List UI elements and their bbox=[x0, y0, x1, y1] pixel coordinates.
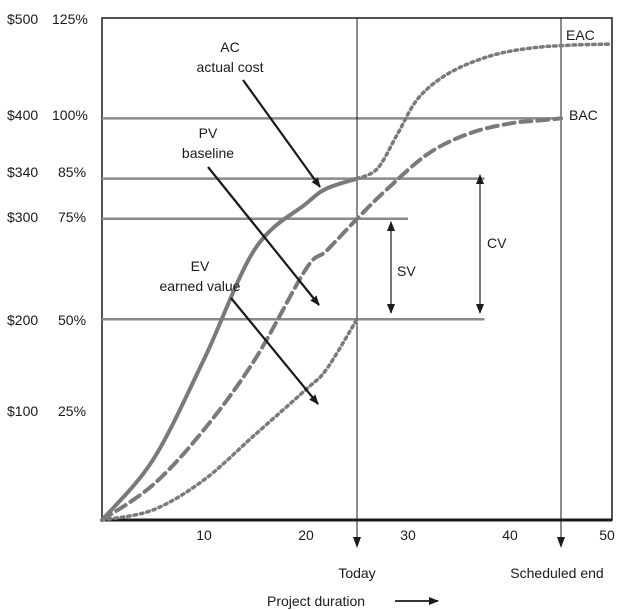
series-eac-line bbox=[355, 42, 614, 181]
ac-arrow bbox=[242, 79, 321, 188]
ac-label: AC bbox=[220, 39, 239, 55]
pv-label: PV bbox=[199, 125, 218, 141]
x-tick-20: 20 bbox=[298, 527, 314, 543]
x-tick-50: 50 bbox=[599, 527, 615, 543]
y-tick-percent-125: 125% bbox=[52, 11, 88, 27]
y-tick-dollars-300: $300 bbox=[7, 209, 38, 225]
marker-arrow-1 bbox=[557, 537, 565, 548]
y-tick-percent-100: 100% bbox=[52, 107, 88, 123]
today-label: Today bbox=[338, 565, 375, 581]
ac-sublabel: actual cost bbox=[197, 59, 264, 75]
y-tick-percent-75: 75% bbox=[58, 209, 86, 225]
y-tick-dollars-200: $200 bbox=[7, 312, 38, 328]
pv-sublabel: baseline bbox=[182, 145, 234, 161]
y-tick-dollars-500: $500 bbox=[7, 11, 38, 27]
y-tick-dollars-400: $400 bbox=[7, 107, 38, 123]
sv-label: SV bbox=[397, 263, 416, 279]
y-tick-dollars-340: $340 bbox=[7, 164, 38, 180]
x-axis-title: Project duration bbox=[267, 593, 365, 609]
eac-label: EAC bbox=[566, 27, 595, 43]
ev-sublabel: earned value bbox=[160, 278, 241, 294]
pv-arrow bbox=[207, 166, 320, 306]
series-ac-line bbox=[100, 176, 359, 522]
series-ev-line bbox=[100, 317, 359, 522]
y-tick-percent-85: 85% bbox=[58, 164, 86, 180]
bac-label: BAC bbox=[569, 107, 598, 123]
x-tick-30: 30 bbox=[400, 527, 416, 543]
date-markers bbox=[353, 18, 565, 548]
y-tick-percent-25: 25% bbox=[58, 403, 86, 419]
series-curves bbox=[100, 42, 614, 522]
x-tick-10: 10 bbox=[196, 527, 212, 543]
series-pv-line bbox=[100, 116, 563, 522]
scheduled-end-label: Scheduled end bbox=[510, 565, 603, 581]
ev-label: EV bbox=[191, 258, 210, 274]
marker-arrow-0 bbox=[353, 537, 361, 548]
cv-label: CV bbox=[487, 235, 507, 251]
ev-arrow bbox=[230, 297, 319, 405]
y-tick-percent-50: 50% bbox=[58, 312, 86, 328]
x-tick-40: 40 bbox=[502, 527, 518, 543]
y-tick-dollars-100: $100 bbox=[7, 403, 38, 419]
